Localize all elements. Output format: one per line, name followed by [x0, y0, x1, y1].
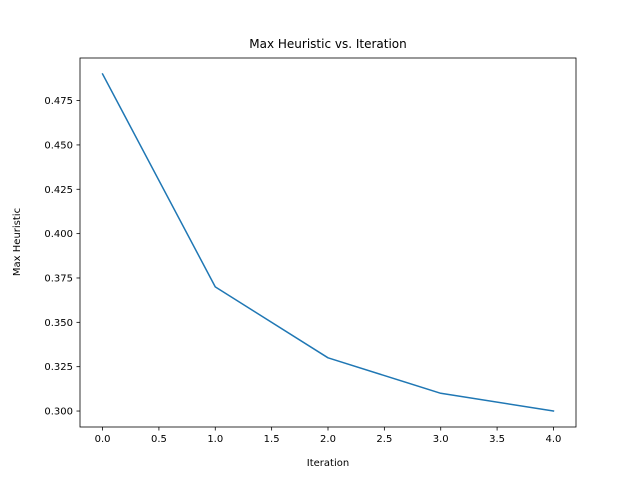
y-tick-label: 0.325 — [44, 362, 73, 373]
x-tick-label: 0.5 — [151, 434, 167, 445]
y-tick-label: 0.375 — [44, 273, 73, 284]
x-tick-label: 2.0 — [320, 434, 336, 445]
y-axis-label: Max Heuristic — [12, 208, 23, 276]
x-tick-label: 3.0 — [433, 434, 449, 445]
x-axis-label: Iteration — [307, 458, 349, 469]
x-tick-label: 3.5 — [489, 434, 505, 445]
chart-title: Max Heuristic vs. Iteration — [249, 37, 407, 51]
y-tick-label: 0.450 — [44, 140, 73, 151]
y-tick-label: 0.400 — [44, 229, 73, 240]
x-tick-label: 2.5 — [376, 434, 392, 445]
y-tick-label: 0.425 — [44, 185, 73, 196]
y-tick-label: 0.300 — [44, 407, 73, 418]
series-line-0 — [101, 72, 555, 412]
x-tick-label: 1.0 — [207, 434, 223, 445]
x-tick-label: 0.0 — [95, 434, 111, 445]
y-tick-label: 0.350 — [44, 318, 73, 329]
x-tick-label: 4.0 — [546, 434, 562, 445]
y-tick-label: 0.475 — [44, 96, 73, 107]
x-tick-label: 1.5 — [264, 434, 280, 445]
plot-area: 0.0 0.5 1.0 1.5 2.0 2.5 3.0 3.5 4.0 0.300 0.325 0.3… — [44, 57, 577, 445]
